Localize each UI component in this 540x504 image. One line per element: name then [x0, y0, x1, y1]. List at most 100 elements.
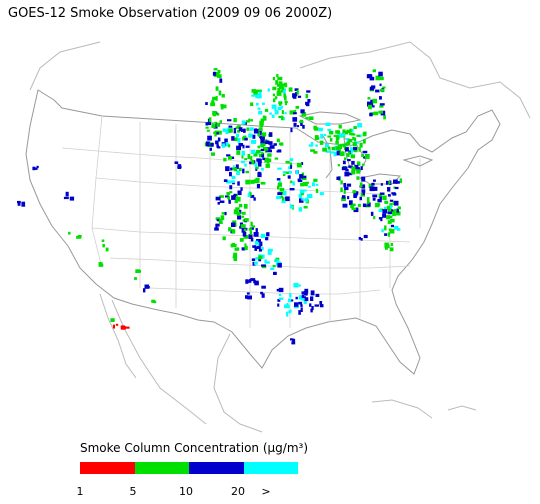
smoke-pixel — [296, 162, 302, 168]
smoke-pixel — [235, 164, 239, 169]
smoke-pixel — [294, 88, 299, 91]
smoke-pixel — [352, 190, 357, 194]
smoke-pixel — [210, 102, 216, 107]
smoke-pixel — [300, 109, 305, 114]
smoke-pixel — [355, 191, 359, 195]
smoke-pixel — [229, 191, 233, 194]
smoke-pixel — [255, 102, 259, 106]
smoke-pixel — [241, 215, 244, 218]
smoke-pixel — [394, 225, 399, 230]
smoke-pixel — [397, 206, 401, 210]
smoke-pixel — [342, 203, 348, 208]
smoke-pixel — [250, 237, 254, 242]
smoke-pixel — [303, 205, 308, 209]
smoke-pixel — [276, 288, 280, 292]
smoke-pixel — [277, 185, 280, 190]
smoke-pixel — [249, 161, 252, 165]
smoke-pixel — [242, 144, 245, 149]
smoke-pixel — [215, 223, 220, 227]
smoke-pixel — [216, 72, 220, 76]
smoke-pixel — [238, 127, 243, 132]
smoke-pixel — [379, 192, 385, 195]
legend-tick: 20 — [231, 485, 245, 498]
smoke-pixel — [311, 306, 314, 311]
smoke-pixel — [301, 197, 304, 201]
smoke-pixel — [349, 132, 354, 136]
smoke-pixel — [335, 140, 339, 144]
smoke-pixel — [230, 167, 233, 171]
smoke-pixel — [306, 90, 311, 93]
smoke-pixel — [261, 264, 266, 267]
smoke-pixel — [143, 288, 146, 293]
smoke-pixel — [346, 183, 352, 187]
smoke-pixel — [243, 128, 246, 133]
smoke-pixel — [310, 290, 315, 296]
smoke-pixel — [296, 284, 301, 287]
smoke-pixel — [387, 211, 392, 215]
smoke-pixel — [348, 151, 351, 154]
smoke-pixel — [340, 180, 343, 185]
smoke-pixel — [265, 163, 270, 168]
smoke-pixel — [247, 193, 250, 197]
smoke-pixel — [217, 202, 220, 205]
smoke-pixel — [242, 136, 245, 141]
smoke-pixel — [260, 233, 266, 239]
smoke-pixel — [277, 87, 281, 92]
smoke-pixel — [224, 211, 227, 216]
smoke-pixel — [356, 134, 361, 137]
smoke-pixel — [240, 187, 243, 191]
smoke-pixel — [277, 303, 280, 307]
smoke-pixel — [361, 176, 366, 182]
smoke-pixel — [318, 127, 323, 132]
smoke-pixel — [307, 99, 311, 103]
smoke-pixel — [253, 232, 259, 237]
smoke-pixel — [381, 229, 384, 233]
smoke-pixel — [215, 217, 221, 220]
smoke-pixel — [377, 198, 381, 203]
smoke-pixel — [277, 167, 282, 170]
smoke-pixel — [280, 195, 283, 199]
smoke-pixel — [320, 133, 324, 139]
smoke-pixel — [260, 138, 265, 144]
smoke-pixel — [232, 165, 235, 168]
smoke-pixel — [120, 325, 125, 329]
smoke-pixel — [266, 232, 270, 237]
smoke-pixel — [305, 197, 308, 203]
smoke-pixel — [351, 170, 356, 175]
smoke-pixel — [252, 225, 256, 228]
smoke-pixel — [236, 133, 239, 138]
smoke-pixel — [254, 179, 259, 184]
smoke-pixel — [135, 269, 140, 273]
smoke-pixel — [68, 231, 71, 235]
smoke-pixel — [293, 122, 297, 127]
smoke-pixel — [343, 189, 346, 194]
smoke-pixel — [21, 201, 26, 207]
smoke-pixel — [280, 142, 284, 146]
smoke-pixel — [231, 136, 235, 141]
smoke-pixel — [382, 195, 387, 200]
smoke-pixel — [315, 183, 319, 186]
smoke-pixel — [346, 129, 351, 133]
smoke-pixel — [235, 126, 240, 129]
smoke-pixel — [372, 69, 376, 73]
smoke-pixel — [360, 166, 363, 170]
smoke-pixel — [395, 211, 401, 216]
smoke-pixel — [36, 165, 39, 169]
legend-swatch — [80, 462, 135, 474]
smoke-pixel — [378, 110, 383, 114]
smoke-pixel — [336, 150, 340, 156]
smoke-pixel — [345, 169, 349, 172]
smoke-pixel — [388, 215, 393, 219]
smoke-pixel — [250, 179, 255, 184]
smoke-pixel — [205, 126, 209, 129]
smoke-pixel — [238, 143, 243, 147]
smoke-pixel — [248, 228, 252, 231]
smoke-pixel — [379, 76, 384, 81]
smoke-pixel — [216, 144, 219, 148]
smoke-pixel — [386, 205, 392, 211]
smoke-pixel — [234, 137, 238, 142]
smoke-pixel — [390, 218, 395, 223]
smoke-pixel — [215, 96, 218, 101]
smoke-pixels — [17, 68, 402, 345]
smoke-pixel — [290, 338, 294, 341]
